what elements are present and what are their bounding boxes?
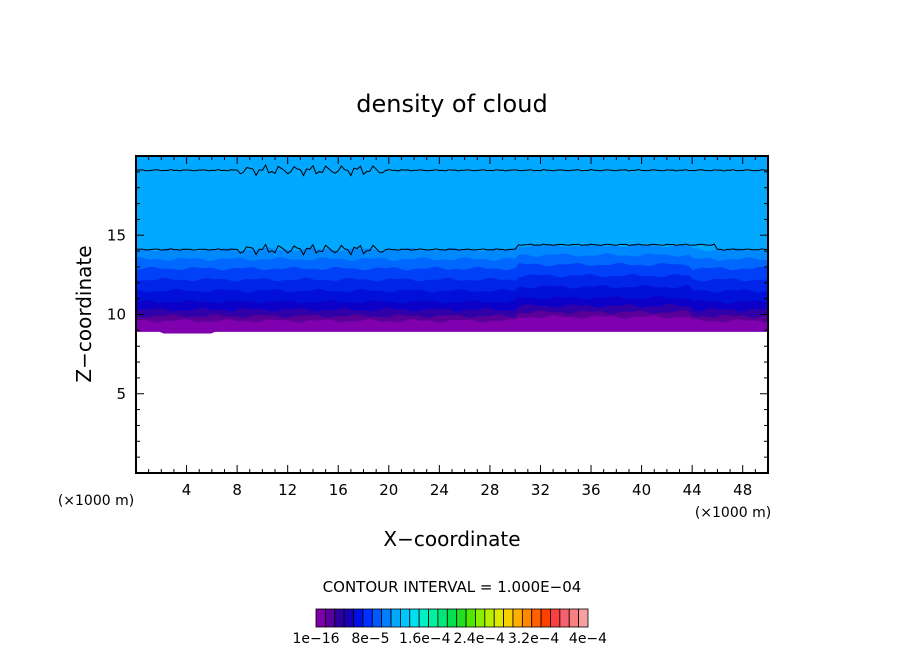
colorbar-swatch bbox=[550, 608, 561, 628]
contour-lines bbox=[135, 163, 769, 256]
colorbar-swatch bbox=[493, 608, 504, 628]
contour-line-0 bbox=[135, 243, 769, 256]
colorbar-swatch bbox=[381, 608, 392, 628]
y-axis-unit: (×1000 m) bbox=[58, 493, 134, 509]
x-tick-label: 24 bbox=[430, 481, 449, 499]
colorbar-swatch bbox=[315, 608, 326, 628]
colorbar-swatch bbox=[343, 608, 354, 628]
colorbar-label: 1e−16 bbox=[292, 631, 339, 647]
x-tick-label: 20 bbox=[379, 481, 398, 499]
colorbar-swatch bbox=[531, 608, 542, 628]
plot-area bbox=[136, 156, 768, 334]
x-tick-label: 8 bbox=[232, 481, 242, 499]
x-axis-unit: (×1000 m) bbox=[695, 505, 771, 521]
band-9 bbox=[136, 156, 768, 252]
colorbar-swatch bbox=[578, 608, 589, 628]
colorbar-swatch bbox=[400, 608, 411, 628]
x-axis-label: X−coordinate bbox=[383, 527, 520, 551]
colorbar-label: 1.6e−4 bbox=[399, 631, 451, 647]
colorbar-swatch bbox=[484, 608, 495, 628]
colorbar-swatch bbox=[559, 608, 570, 628]
x-tick-label: 28 bbox=[480, 481, 499, 499]
colorbar-swatch bbox=[409, 608, 420, 628]
chart-title: density of cloud bbox=[356, 90, 547, 118]
colorbar bbox=[315, 608, 589, 628]
x-tick-label: 12 bbox=[278, 481, 297, 499]
colorbar-swatch bbox=[428, 608, 439, 628]
colorbar-swatch bbox=[475, 608, 486, 628]
y-tick-label: 5 bbox=[116, 385, 126, 403]
colorbar-swatch bbox=[512, 608, 523, 628]
colorbar-swatch bbox=[503, 608, 514, 628]
contour-interval-label: CONTOUR INTERVAL = 1.000E−04 bbox=[323, 578, 582, 596]
x-tick-label: 32 bbox=[531, 481, 550, 499]
y-tick-label: 15 bbox=[107, 226, 126, 244]
colorbar-swatch bbox=[437, 608, 448, 628]
colorbar-swatch bbox=[446, 608, 458, 628]
x-tick-label: 4 bbox=[182, 481, 192, 499]
contour-line-1 bbox=[136, 163, 768, 177]
colorbar-swatch bbox=[568, 608, 580, 628]
colorbar-swatch bbox=[371, 608, 383, 628]
colorbar-swatch bbox=[540, 608, 551, 628]
colorbar-swatch bbox=[456, 608, 467, 628]
colorbar-swatch bbox=[334, 608, 345, 628]
x-tick-label: 48 bbox=[733, 481, 752, 499]
x-tick-label: 44 bbox=[683, 481, 702, 499]
x-tick-label: 36 bbox=[581, 481, 600, 499]
colorbar-swatch bbox=[521, 608, 533, 628]
x-tick-label: 40 bbox=[632, 481, 651, 499]
colorbar-swatch bbox=[418, 608, 429, 628]
colorbar-swatch bbox=[390, 608, 401, 628]
colorbar-swatch bbox=[324, 608, 336, 628]
y-axis-label: Z−coordinate bbox=[72, 245, 96, 382]
colorbar-label: 3.2e−4 bbox=[508, 631, 560, 647]
colorbar-labels: 1e−16 8e−5 1.6e−4 2.4e−4 3.2e−4 4e−4 bbox=[292, 631, 607, 647]
colorbar-swatch bbox=[465, 608, 476, 628]
colorbar-swatch bbox=[353, 608, 364, 628]
y-tick-label: 10 bbox=[107, 306, 126, 324]
colorbar-label: 4e−4 bbox=[569, 631, 607, 647]
colorbar-swatch bbox=[362, 608, 373, 628]
colorbar-label: 2.4e−4 bbox=[453, 631, 505, 647]
colorbar-label: 8e−5 bbox=[351, 631, 389, 647]
x-tick-label: 16 bbox=[329, 481, 348, 499]
